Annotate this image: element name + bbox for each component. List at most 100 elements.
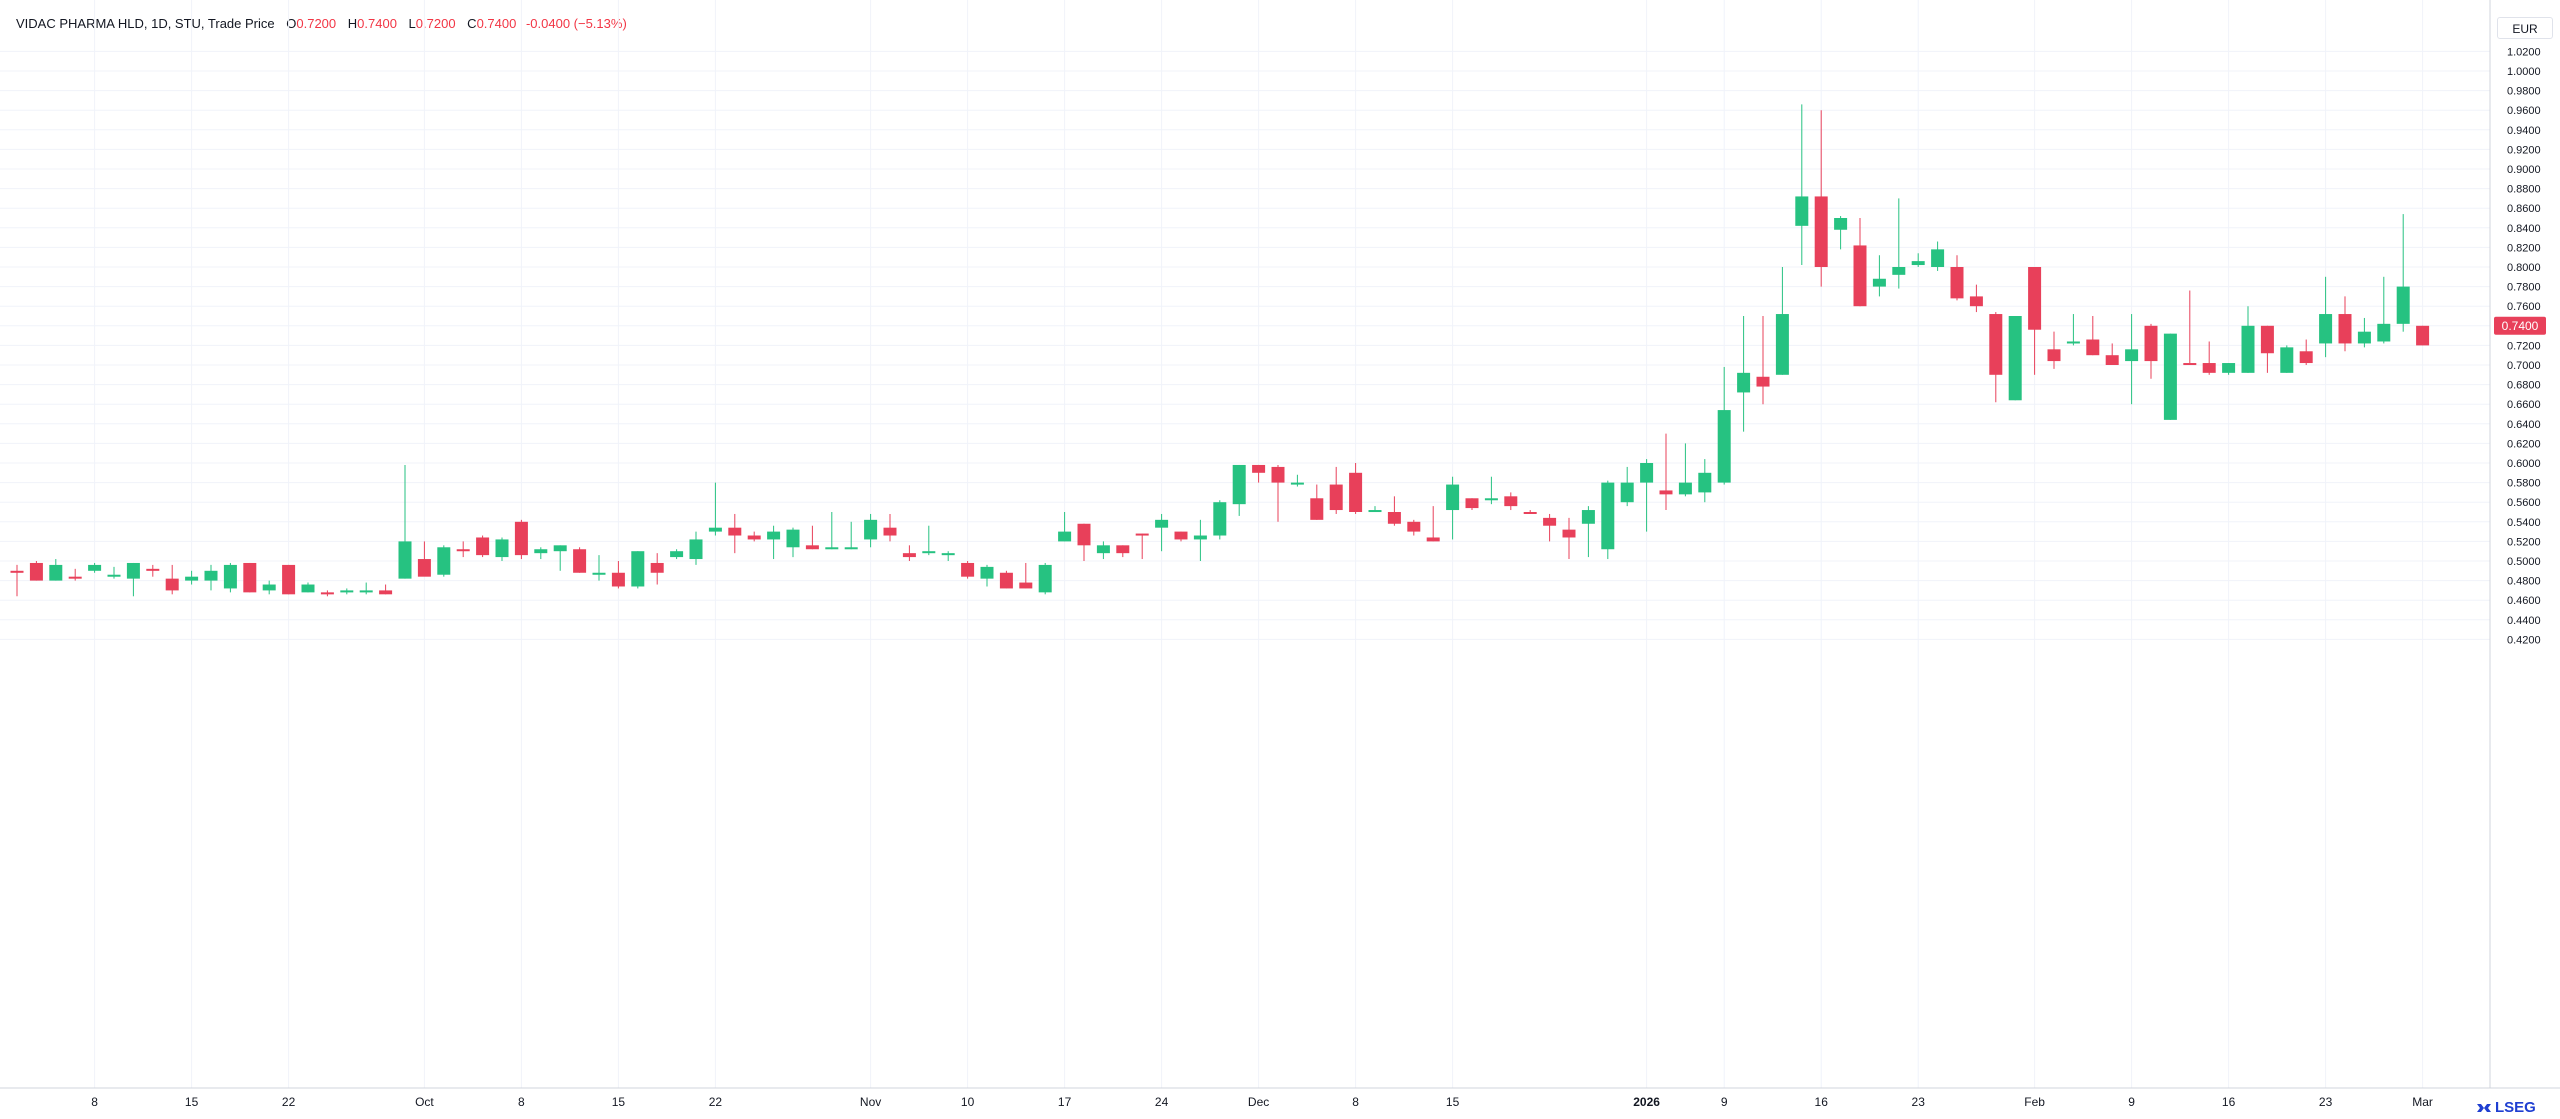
candle-body xyxy=(1834,218,1848,230)
candle-down xyxy=(1116,545,1130,558)
time-tick-label: Oct xyxy=(415,1095,434,1109)
candle-up xyxy=(2241,306,2255,373)
currency-button[interactable]: EUR xyxy=(2497,17,2553,39)
candle-body xyxy=(2377,323,2391,342)
candle-body xyxy=(1155,519,1169,528)
candle-body xyxy=(107,574,121,577)
candle-body xyxy=(2280,347,2294,373)
candle-body xyxy=(126,562,140,579)
candle-down xyxy=(1465,498,1479,511)
candle-body xyxy=(1950,267,1964,299)
candle-body xyxy=(2260,325,2274,354)
price-tick-label: 0.9600 xyxy=(2507,105,2541,117)
candle-up xyxy=(1601,480,1615,560)
time-tick-label: 9 xyxy=(2128,1095,2135,1109)
candle-body xyxy=(708,527,722,532)
logo-text: LSEG xyxy=(2495,1099,2536,1116)
candle-body xyxy=(1678,482,1692,495)
candle-body xyxy=(223,564,237,589)
candle-body xyxy=(999,572,1013,589)
candle-body xyxy=(1368,510,1382,513)
candle-down xyxy=(1077,523,1091,561)
candle-body xyxy=(2163,333,2177,420)
candle-body xyxy=(1387,512,1401,524)
candle-body xyxy=(1640,463,1654,483)
candle-body xyxy=(417,559,431,577)
time-tick-label: 17 xyxy=(1058,1095,1072,1109)
candle-body xyxy=(1213,502,1227,536)
price-axis[interactable]: 1.0200 1.0000 0.9800 0.9600 0.9400 0.9200 0.90… xyxy=(2507,46,2541,646)
candle-body xyxy=(1562,529,1576,538)
price-tick-label: 1.0000 xyxy=(2507,66,2541,78)
candle-down xyxy=(1407,519,1421,536)
legend-open-value: 0.7200 xyxy=(296,16,337,31)
price-tick-label: 0.8400 xyxy=(2507,223,2541,235)
candle-body xyxy=(49,564,63,581)
candle-down xyxy=(1814,110,1828,287)
candle-body xyxy=(165,578,179,591)
candle-down xyxy=(1135,533,1149,560)
candle-body xyxy=(398,541,412,579)
candle-body xyxy=(2125,349,2139,362)
candle-down xyxy=(1349,463,1363,514)
lseg-logo[interactable]: LSEG xyxy=(2476,1099,2536,1116)
candle-body xyxy=(2008,316,2022,401)
candle-body xyxy=(379,590,393,595)
candle-up xyxy=(864,513,878,548)
candle-down xyxy=(573,547,587,573)
time-tick-label: Dec xyxy=(1248,1095,1269,1109)
candle-up xyxy=(495,537,509,561)
candle-down xyxy=(456,541,470,558)
candle-down xyxy=(611,561,625,589)
candle-body xyxy=(2299,351,2313,364)
candle-body xyxy=(1232,464,1246,505)
candle-body xyxy=(476,537,490,556)
candle-up xyxy=(1834,216,1848,250)
candle-up xyxy=(1717,366,1731,485)
candle-body xyxy=(689,539,703,560)
candle-up xyxy=(1368,506,1382,513)
candles xyxy=(10,104,2430,597)
price-tick-label: 0.9000 xyxy=(2507,164,2541,176)
candle-down xyxy=(728,513,742,554)
candle-down xyxy=(1329,466,1343,514)
legend-close-label: C xyxy=(467,16,477,31)
candle-down xyxy=(747,531,761,542)
candle-body xyxy=(1484,498,1498,501)
candle-down xyxy=(514,519,528,560)
candle-body xyxy=(1989,314,2003,375)
candle-body xyxy=(2416,325,2430,346)
candle-body xyxy=(1193,535,1207,540)
candle-body xyxy=(902,553,916,558)
candle-up xyxy=(1795,104,1809,266)
price-tick-label: 1.0200 xyxy=(2507,46,2541,58)
price-tick-label: 0.7600 xyxy=(2507,301,2541,313)
candle-down xyxy=(650,553,664,585)
candle-up xyxy=(185,570,199,585)
candle-body xyxy=(864,519,878,540)
time-tick-label: 15 xyxy=(1446,1095,1460,1109)
candle-body xyxy=(2047,349,2061,362)
legend-low-value: 0.7200 xyxy=(415,16,456,31)
candle-up xyxy=(2066,314,2080,346)
candle-body xyxy=(1174,531,1188,540)
candle-body xyxy=(1504,496,1518,507)
candle-body xyxy=(2241,325,2255,373)
candle-down xyxy=(2028,267,2042,375)
candle-body xyxy=(437,547,451,575)
candle-down xyxy=(1543,513,1557,542)
candle-body xyxy=(728,527,742,536)
candle-down xyxy=(243,562,257,593)
candle-up xyxy=(2396,214,2410,332)
price-tick-label: 0.8600 xyxy=(2507,203,2541,215)
candle-up xyxy=(1096,541,1110,560)
candle-up xyxy=(1872,255,1886,297)
candle-up xyxy=(126,562,140,597)
candle-down xyxy=(417,541,431,577)
candle-down xyxy=(320,590,334,597)
candle-body xyxy=(1795,196,1809,226)
time-axis[interactable]: 8 15 22 Oct 8 15 22 Nov 10 17 24 Dec 8 15 2026 9 16 23 Feb… xyxy=(91,1095,2433,1109)
candle-body xyxy=(1116,545,1130,554)
candle-up xyxy=(1698,459,1712,503)
